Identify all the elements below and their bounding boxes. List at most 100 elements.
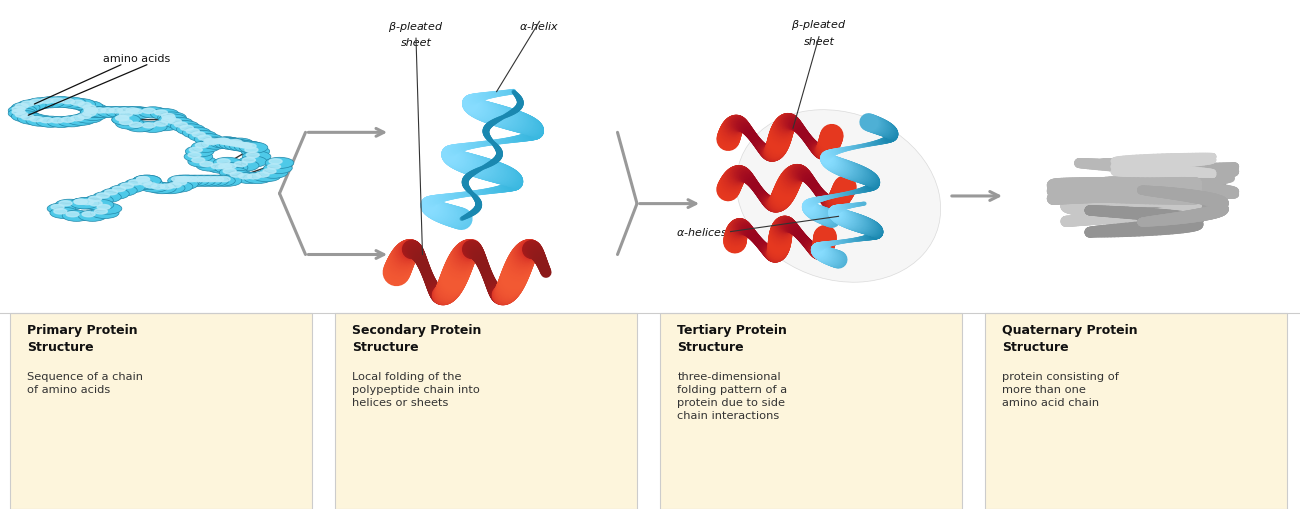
Circle shape [112, 114, 140, 125]
Circle shape [229, 140, 257, 152]
Circle shape [144, 183, 157, 188]
Circle shape [220, 162, 248, 173]
Circle shape [234, 161, 247, 166]
Circle shape [133, 175, 161, 186]
Circle shape [268, 164, 281, 169]
Circle shape [200, 137, 229, 148]
Circle shape [162, 116, 176, 121]
Circle shape [130, 122, 143, 127]
Circle shape [244, 147, 257, 152]
Circle shape [136, 177, 150, 182]
Circle shape [151, 120, 179, 131]
Circle shape [217, 177, 230, 182]
Circle shape [191, 141, 220, 152]
Text: $\alpha$-helices: $\alpha$-helices [676, 225, 728, 238]
Circle shape [172, 175, 200, 186]
Circle shape [233, 142, 246, 147]
Circle shape [218, 164, 231, 169]
Circle shape [229, 139, 242, 145]
FancyBboxPatch shape [660, 313, 962, 509]
Circle shape [125, 178, 153, 189]
Circle shape [196, 160, 225, 171]
Circle shape [211, 177, 224, 182]
Circle shape [114, 106, 143, 118]
Circle shape [256, 172, 269, 177]
Circle shape [120, 120, 133, 125]
Circle shape [176, 177, 188, 182]
Circle shape [84, 108, 98, 113]
Circle shape [164, 181, 192, 192]
Text: Quaternary Protein
Structure: Quaternary Protein Structure [1002, 324, 1138, 354]
Circle shape [239, 174, 252, 179]
Circle shape [81, 106, 109, 118]
Circle shape [182, 127, 211, 138]
Circle shape [187, 175, 216, 186]
Circle shape [26, 115, 55, 126]
Circle shape [74, 199, 87, 204]
Circle shape [79, 109, 108, 121]
Circle shape [79, 103, 108, 115]
Circle shape [81, 200, 94, 205]
Circle shape [213, 138, 226, 144]
Circle shape [121, 183, 134, 188]
Circle shape [151, 108, 179, 120]
Circle shape [217, 138, 230, 144]
Circle shape [90, 201, 103, 206]
Circle shape [47, 96, 75, 107]
Circle shape [214, 138, 243, 149]
Circle shape [16, 112, 29, 118]
Circle shape [120, 111, 133, 117]
Circle shape [74, 101, 103, 112]
Circle shape [130, 109, 143, 114]
Circle shape [74, 199, 87, 204]
Circle shape [157, 116, 186, 127]
Text: sheet: sheet [400, 38, 432, 48]
Text: protein consisting of
more than one
amino acid chain: protein consisting of more than one amin… [1002, 372, 1119, 408]
Circle shape [62, 210, 91, 221]
Circle shape [243, 144, 256, 149]
Circle shape [129, 180, 142, 185]
Circle shape [178, 177, 191, 182]
Circle shape [217, 159, 230, 164]
Circle shape [207, 162, 235, 173]
Circle shape [224, 140, 237, 145]
Circle shape [82, 212, 95, 217]
Circle shape [174, 180, 187, 185]
Circle shape [246, 153, 259, 158]
Circle shape [40, 118, 53, 123]
Circle shape [191, 177, 204, 182]
Circle shape [185, 177, 198, 182]
Circle shape [95, 209, 108, 214]
Circle shape [155, 110, 168, 115]
Circle shape [140, 181, 169, 192]
FancyBboxPatch shape [985, 313, 1287, 509]
Circle shape [225, 138, 254, 149]
Circle shape [51, 118, 64, 123]
Circle shape [177, 124, 205, 135]
Circle shape [74, 112, 103, 123]
Circle shape [92, 108, 105, 113]
Circle shape [165, 117, 194, 128]
Circle shape [235, 173, 264, 184]
Circle shape [12, 106, 25, 111]
Circle shape [105, 106, 134, 118]
Circle shape [81, 106, 109, 118]
Circle shape [155, 121, 168, 126]
Circle shape [116, 118, 144, 129]
Circle shape [98, 205, 111, 210]
Circle shape [204, 177, 217, 182]
Circle shape [57, 97, 86, 108]
Circle shape [53, 209, 66, 214]
Circle shape [104, 190, 117, 195]
Text: $\alpha$-helix: $\alpha$-helix [520, 20, 559, 33]
Circle shape [81, 106, 109, 118]
Circle shape [213, 175, 242, 186]
Circle shape [198, 177, 211, 182]
Circle shape [133, 175, 161, 186]
Circle shape [214, 162, 243, 174]
Circle shape [66, 99, 95, 110]
Circle shape [84, 108, 98, 113]
Circle shape [172, 177, 185, 182]
Circle shape [51, 98, 64, 103]
Circle shape [83, 111, 96, 116]
